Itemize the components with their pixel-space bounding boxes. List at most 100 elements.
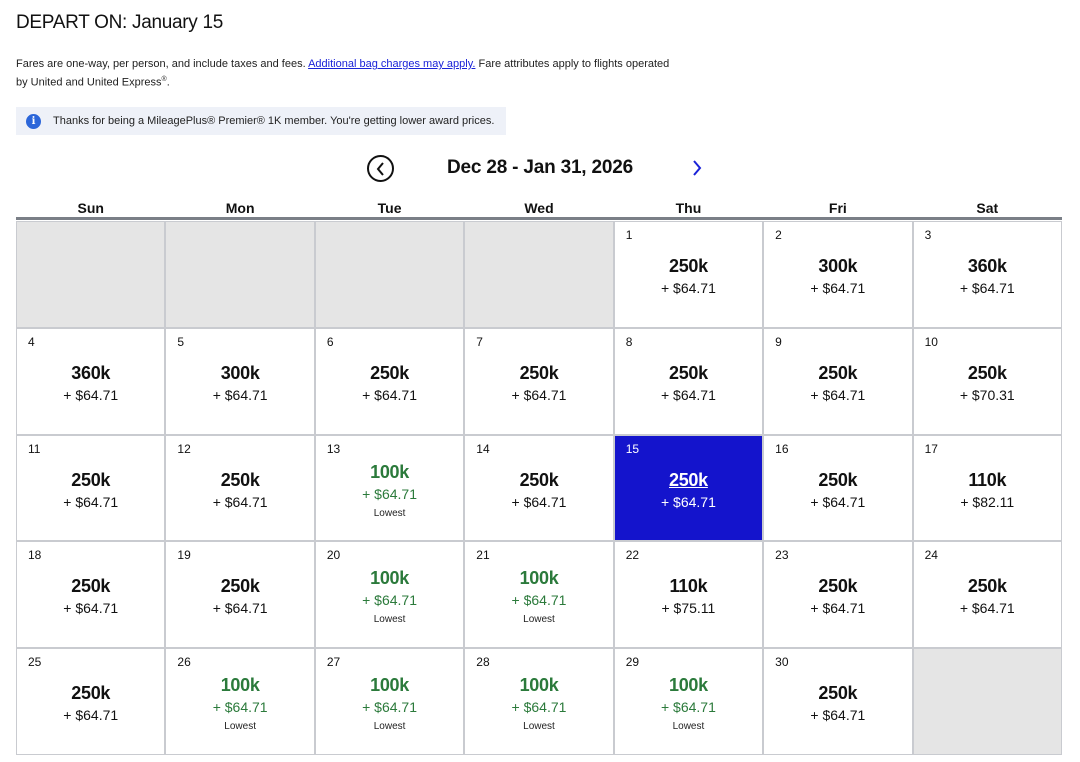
weekday-label: Sun [77,200,104,216]
day-number: 14 [476,441,490,456]
calendar-day[interactable]: 30 250k + $64.71 [764,649,912,754]
calendar-day[interactable]: 11 250k + $64.71 [17,435,165,541]
fare-taxes: + $64.71 [63,600,119,617]
calendar-day[interactable]: 27 100k + $64.71 Lowest [315,649,464,754]
award-miles: 110k [669,576,708,597]
calendar-day[interactable]: 20 100k + $64.71 Lowest [315,542,464,648]
disclaimer-end: . [166,76,170,89]
disclaimer-text-cont: Fare attributes apply to flights operate… [16,58,670,89]
calendar-day[interactable]: 29 100k + $64.71 Lowest [614,649,763,754]
fare-taxes: + $64.71 [511,386,567,403]
calendar-day[interactable]: 8 250k + $64.71 [614,328,763,434]
calendar-day-selected[interactable]: 15 250k + $64.71 [614,435,763,541]
calendar-day[interactable]: 22 110k + $75.11 [614,542,763,648]
calendar-day[interactable]: 1 250k + $64.71 [614,222,763,327]
day-number: 26 [177,655,191,670]
calendar-day[interactable]: 6 250k + $64.71 [315,328,464,434]
calendar-day[interactable]: 5 300k + $64.71 [166,328,314,434]
calendar-day[interactable]: 10 250k + $70.31 [913,328,1061,434]
lowest-badge: Lowest [373,507,406,519]
calendar-cell-empty [465,222,613,327]
day-number: 3 [924,228,932,242]
award-miles: 250k [519,469,559,490]
fare-taxes: + $64.71 [511,493,567,510]
fare-taxes: + $64.71 [810,493,866,510]
info-icon: i [26,113,41,129]
fare-taxes: + $64.71 [511,699,567,716]
lowest-badge: Lowest [672,721,705,733]
calendar-cell-empty [17,222,165,327]
calendar-day[interactable]: 16 250k + $64.71 [764,435,912,541]
fare-taxes: + $70.31 [959,386,1015,403]
fare-disclaimer: Fares are one-way, per person, and inclu… [16,57,676,91]
fare-taxes: + $64.71 [362,485,417,502]
award-miles: 250k [71,576,111,597]
day-number: 12 [177,441,191,456]
day-number: 2 [775,228,782,242]
date-range-label: Dec 28 - Jan 31, 2026 [447,157,633,178]
calendar-day[interactable]: 9 250k + $64.71 [764,328,912,434]
day-number: 4 [28,334,35,349]
calendar-day[interactable]: 26 100k + $64.71 Lowest [166,649,314,754]
date-range-nav: Dec 28 - Jan 31, 2026 [0,153,1080,183]
day-number: 8 [625,334,633,349]
weekday-label: Tue [377,200,402,216]
next-range-button[interactable] [686,157,708,179]
day-number: 18 [28,548,42,563]
calendar-day[interactable]: 28 100k + $64.71 Lowest [465,649,613,754]
calendar-day[interactable]: 24 250k + $64.71 [913,542,1061,648]
chevron-right-icon [693,160,702,176]
calendar-day[interactable]: 21 100k + $64.71 Lowest [465,542,613,648]
fare-taxes: + $64.71 [63,386,119,403]
calendar-day[interactable]: 19 250k + $64.71 [166,542,314,648]
calendar-day[interactable]: 18 250k + $64.71 [17,542,165,648]
fare-taxes: + $82.11 [960,493,1015,510]
lowest-badge: Lowest [523,721,555,733]
day-number: 29 [625,655,640,670]
calendar-day[interactable]: 4 360k + $64.71 [17,328,165,434]
calendar-day[interactable]: 2 300k + $64.71 [764,222,912,327]
registered-mark: ® [161,76,167,83]
award-miles: 250k [818,576,858,597]
award-miles: 250k [669,469,708,490]
calendar-day[interactable]: 3 360k + $64.71 [913,222,1061,327]
calendar-day[interactable]: 13 100k + $64.71 Lowest [315,435,464,541]
weekday-header: Sun Mon Tue Wed Thu Fri Sat [16,198,1062,220]
award-miles: 250k [220,469,260,490]
calendar-day[interactable]: 17 110k + $82.11 [913,435,1061,541]
calendar-day[interactable]: 23 250k + $64.71 [764,542,912,648]
award-miles: 100k [370,461,409,482]
weekday-label: Thu [675,200,702,216]
calendar-day[interactable]: 7 250k + $64.71 [465,328,613,434]
award-miles: 100k [220,675,260,696]
day-number: 13 [326,441,341,456]
calendar-cell-empty [913,649,1061,754]
day-number: 11 [28,441,41,456]
weekday-label: Mon [225,200,255,216]
fare-taxes: + $64.71 [511,592,567,609]
award-miles: 250k [967,362,1007,383]
calendar-day[interactable]: 25 250k + $64.71 [17,649,165,754]
bag-charges-link[interactable]: Additional bag charges may apply. [308,58,476,70]
fare-taxes: + $64.71 [810,386,866,403]
calendar-day[interactable]: 12 250k + $64.71 [166,435,314,541]
day-number: 10 [924,334,938,349]
award-miles: 100k [669,675,708,696]
fare-taxes: + $64.71 [810,600,866,617]
award-miles: 250k [818,683,858,704]
fare-calendar-grid: 1 250k + $64.71 2 300k + $64.71 3 360k + $64.71 4… [16,221,1062,755]
fare-taxes: + $64.71 [810,707,866,724]
notice-text: Thanks for being a MileagePlus® Premier®… [53,115,495,127]
award-miles: 250k [818,469,858,490]
fare-taxes: + $64.71 [810,280,866,296]
calendar-day[interactable]: 14 250k + $64.71 [465,435,613,541]
previous-range-button[interactable] [367,155,394,182]
award-miles: 100k [370,675,409,696]
weekday-label: Sat [976,200,999,216]
award-miles: 100k [370,568,409,589]
fare-taxes: + $64.71 [660,699,716,716]
lowest-badge: Lowest [373,614,406,626]
fare-taxes: + $75.11 [661,600,716,617]
premier-notice: i Thanks for being a MileagePlus® Premie… [16,107,507,135]
award-miles: 100k [519,568,559,589]
